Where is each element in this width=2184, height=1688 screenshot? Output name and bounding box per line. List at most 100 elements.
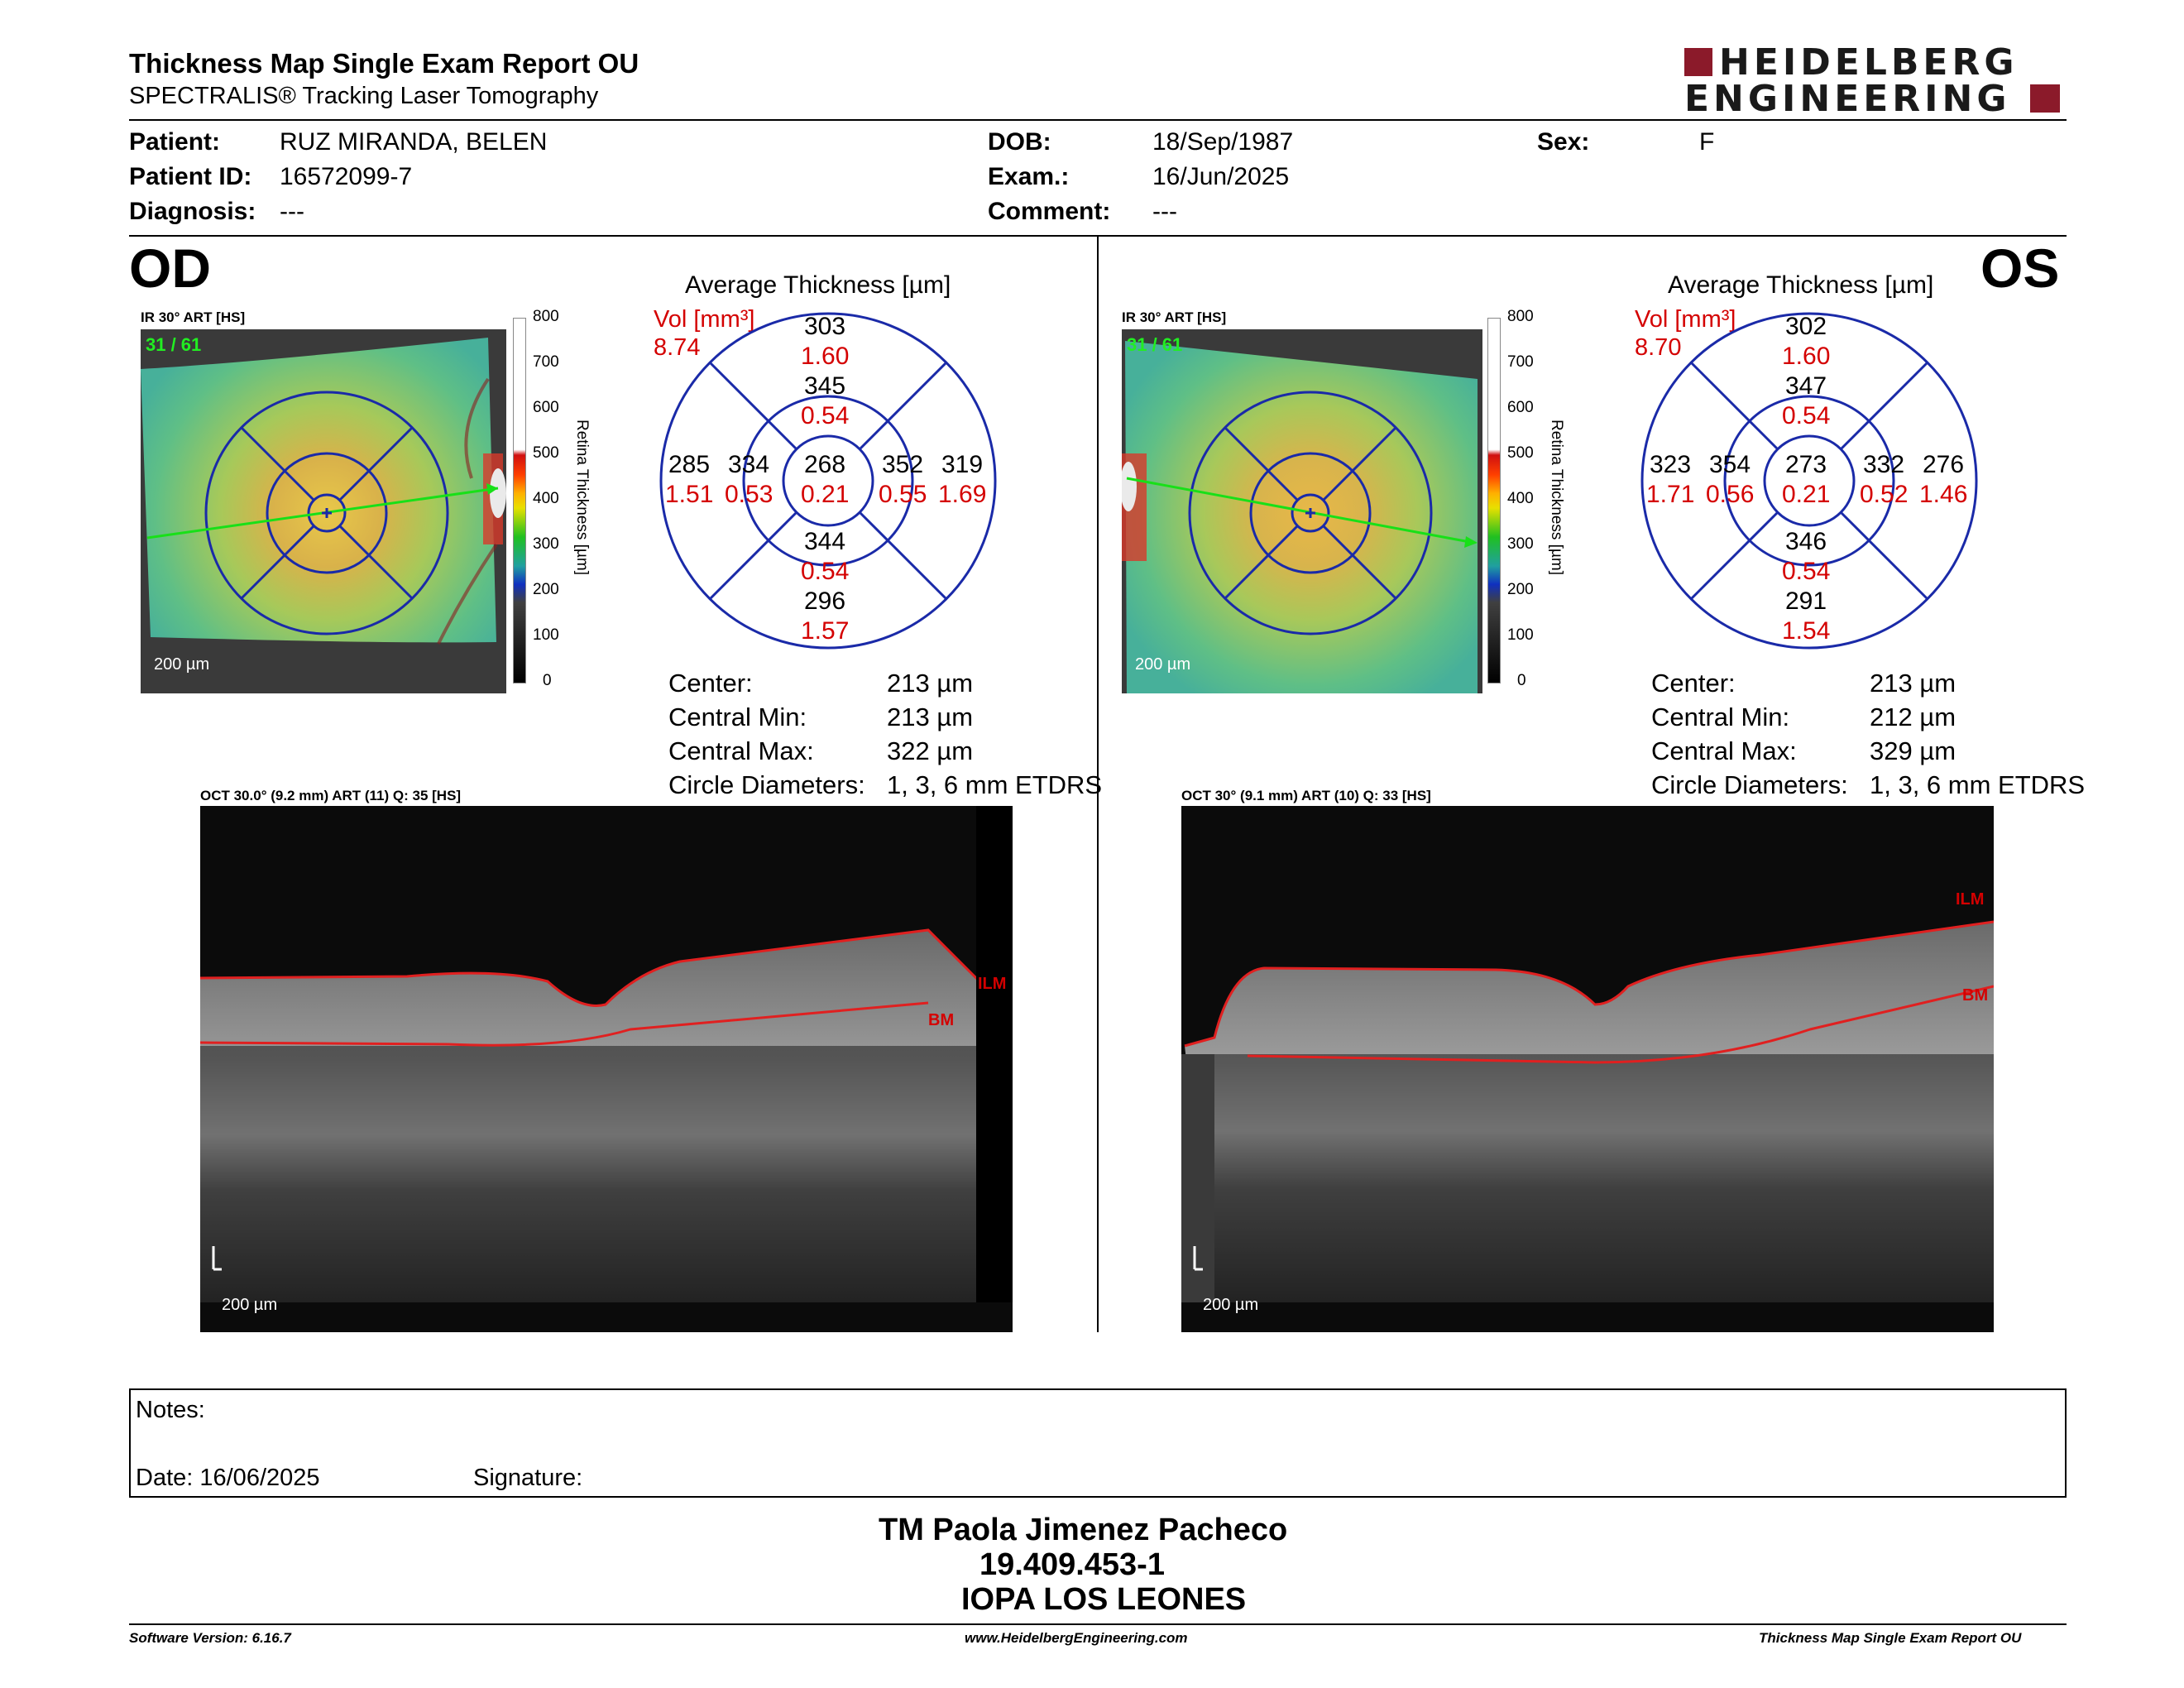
os-colorbar-ticks: 800 700 600 500 400 300 200 100 0 xyxy=(1504,308,1545,697)
os-nas-outer-thickness: 276 xyxy=(1923,451,1965,478)
os-stat-diam-label: Circle Diameters: xyxy=(1651,770,1848,799)
patient-id-label: Patient ID: xyxy=(129,163,252,190)
patient-label: Patient: xyxy=(129,128,221,156)
os-eye-label: OS xyxy=(1980,237,2060,299)
notes-box: Notes: Date: 16/06/2025 Signature: xyxy=(129,1388,2067,1498)
od-nas-inner-vol: 0.55 xyxy=(879,481,927,508)
od-inf-inner-thickness: 344 xyxy=(804,528,846,555)
od-oct-bscan: ILM BM 200 µm xyxy=(200,806,1013,1332)
os-oct-scale: 200 µm xyxy=(1203,1296,1259,1314)
od-stat-max-value: 322 µm xyxy=(887,736,974,765)
os-vol-label: Vol [mm³] xyxy=(1635,306,1736,333)
od-tick: 200 xyxy=(533,581,559,598)
notes-date: Date: 16/06/2025 xyxy=(136,1465,320,1491)
od-tick: 400 xyxy=(533,490,559,507)
od-colorbar-ticks: 800 700 600 500 400 300 200 100 0 xyxy=(529,308,571,697)
od-tick: 100 xyxy=(533,626,559,644)
os-stat-min-label: Central Min: xyxy=(1651,703,1790,731)
od-eye-label: OD xyxy=(129,237,211,299)
os-fundus-thickness-map: 31 / 61 200 µm xyxy=(1122,329,1482,693)
company-website[interactable]: www.HeidelbergEngineering.com xyxy=(965,1630,1188,1646)
os-sup-outer-vol: 1.60 xyxy=(1782,343,1831,370)
comment-label: Comment: xyxy=(988,198,1111,225)
signatory-rut: 19.409.453-1 xyxy=(979,1547,1165,1582)
os-etdrs-grid xyxy=(1640,312,1978,650)
od-nas-outer-vol: 1.69 xyxy=(938,481,987,508)
notes-label: Notes: xyxy=(136,1397,205,1423)
header-divider xyxy=(129,119,2067,121)
od-tick: 300 xyxy=(533,535,559,553)
od-oct-caption: OCT 30.0° (9.2 mm) ART (11) Q: 35 [HS] xyxy=(200,788,462,803)
footer-divider xyxy=(129,1623,2067,1625)
od-temp-outer-thickness: 285 xyxy=(668,451,711,478)
od-stat-min-label: Central Min: xyxy=(668,703,807,731)
exam-label: Exam.: xyxy=(988,163,1070,190)
os-tick: 400 xyxy=(1507,490,1534,507)
os-oct-caption: OCT 30° (9.1 mm) ART (10) Q: 33 [HS] xyxy=(1181,788,1431,803)
signatory-institution: IOPA LOS LEONES xyxy=(961,1582,1247,1617)
report-title: Thickness Map Single Exam Report OU xyxy=(129,48,639,79)
os-tick: 300 xyxy=(1507,535,1534,553)
patient-divider xyxy=(129,235,2067,237)
signatory-name: TM Paola Jimenez Pacheco xyxy=(879,1513,1288,1547)
os-bm-label: BM xyxy=(1962,986,1989,1005)
od-etdrs-grid xyxy=(659,312,997,650)
os-art-count: 31 / 61 xyxy=(1127,334,1183,355)
od-stat-diam-label: Circle Diameters: xyxy=(668,770,865,799)
os-stat-center-value: 213 µm xyxy=(1870,669,1956,698)
os-ir-caption: IR 30° ART [HS] xyxy=(1122,309,1227,325)
od-center-vol: 0.21 xyxy=(801,481,850,508)
os-tick: 500 xyxy=(1507,444,1534,462)
os-stat-diam-value: 1, 3, 6 mm ETDRS xyxy=(1870,770,2086,799)
od-sup-inner-vol: 0.54 xyxy=(801,402,850,429)
os-sup-inner-vol: 0.54 xyxy=(1782,402,1831,429)
os-oct-bscan: ILM BM 200 µm xyxy=(1181,806,1994,1332)
os-colorbar xyxy=(1487,318,1501,683)
od-art-count: 31 / 61 xyxy=(146,334,202,355)
od-inf-outer-thickness: 296 xyxy=(804,587,846,615)
os-center-vol: 0.21 xyxy=(1782,481,1831,508)
os-tick: 0 xyxy=(1517,672,1526,689)
exam-value: 16/Jun/2025 xyxy=(1152,163,1290,190)
comment-value: --- xyxy=(1152,198,1177,225)
od-ilm-label: ILM xyxy=(978,975,1007,993)
od-ir-caption: IR 30° ART [HS] xyxy=(141,309,246,325)
logo-line-1: HEIDELBERG xyxy=(1719,41,2019,84)
od-stat-center-value: 213 µm xyxy=(887,669,974,698)
diagnosis-label: Diagnosis: xyxy=(129,198,256,225)
od-temp-outer-vol: 1.51 xyxy=(665,481,714,508)
center-divider xyxy=(1097,237,1099,1332)
os-nas-inner-thickness: 332 xyxy=(1863,451,1905,478)
od-temp-inner-thickness: 334 xyxy=(728,451,770,478)
os-chart-title: Average Thickness [µm] xyxy=(1668,271,1934,299)
os-temp-outer-thickness: 323 xyxy=(1650,451,1692,478)
od-tick: 600 xyxy=(533,399,559,416)
od-fundus-thickness-map: 31 / 61 200 µm xyxy=(141,329,506,693)
os-stat-min-value: 212 µm xyxy=(1870,703,1956,731)
os-colorbar-title: Retina Thickness [µm] xyxy=(1548,420,1565,575)
od-colorbar-title: Retina Thickness [µm] xyxy=(573,420,591,575)
od-tick: 500 xyxy=(533,444,559,462)
os-temp-inner-vol: 0.56 xyxy=(1706,481,1755,508)
od-nas-inner-thickness: 352 xyxy=(882,451,924,478)
od-tick: 800 xyxy=(533,308,559,325)
footer-report-name: Thickness Map Single Exam Report OU xyxy=(1759,1630,2022,1646)
report-subtitle: SPECTRALIS® Tracking Laser Tomography xyxy=(129,83,599,109)
os-center-thickness: 273 xyxy=(1785,451,1827,478)
dob-value: 18/Sep/1987 xyxy=(1152,128,1294,156)
os-tick: 800 xyxy=(1507,308,1534,325)
od-tick: 700 xyxy=(533,353,559,371)
os-sup-outer-thickness: 302 xyxy=(1785,313,1827,340)
os-inf-outer-thickness: 291 xyxy=(1785,587,1827,615)
os-tick: 200 xyxy=(1507,581,1534,598)
od-oct-scale: 200 µm xyxy=(222,1296,278,1314)
os-tick: 100 xyxy=(1507,626,1534,644)
os-temp-inner-thickness: 354 xyxy=(1709,451,1751,478)
os-stat-center-label: Center: xyxy=(1651,669,1736,698)
heidelberg-logo: HEIDELBERG ENGINEERING xyxy=(1684,41,2065,120)
signature-label: Signature: xyxy=(473,1465,583,1491)
logo-square-top xyxy=(1684,48,1712,76)
patient-id: 16572099-7 xyxy=(280,163,413,190)
os-fundus-scale: 200 µm xyxy=(1135,655,1191,674)
logo-square-bottom xyxy=(2030,84,2060,113)
